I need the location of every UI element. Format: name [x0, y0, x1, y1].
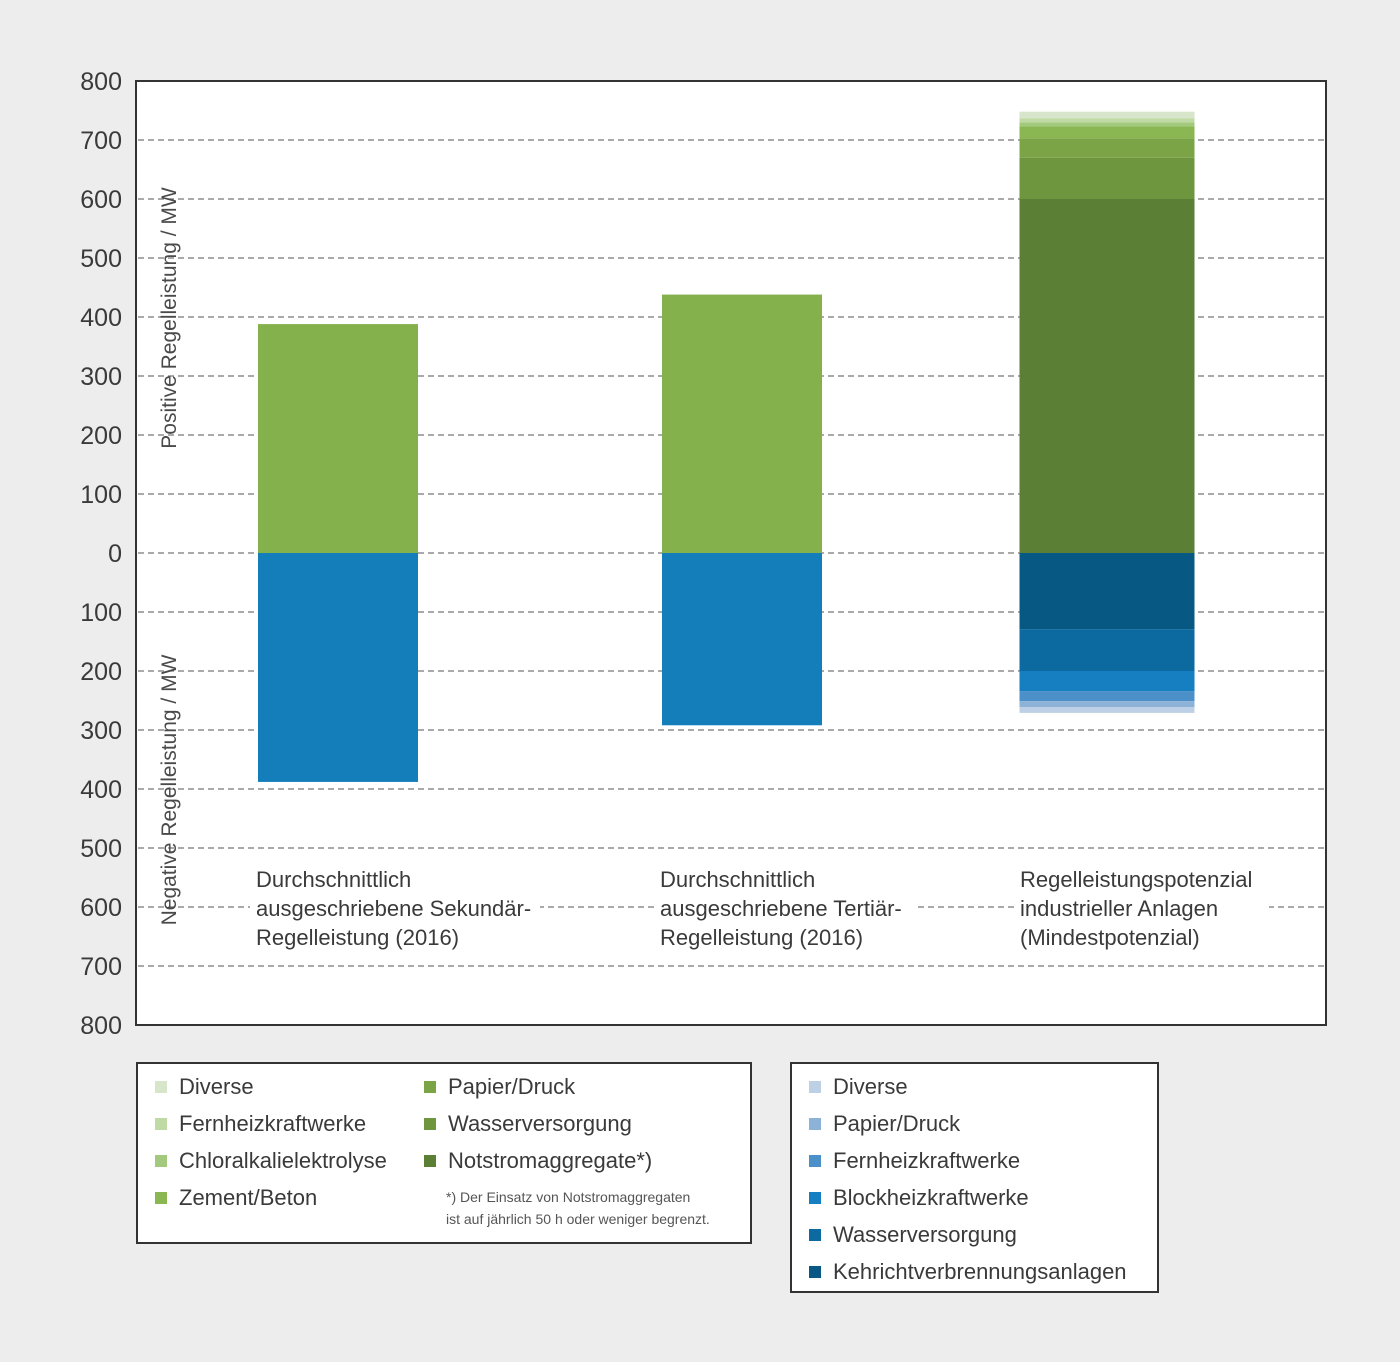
legend-label: Wasserversorgung [833, 1222, 1017, 1247]
category-label-line: industrieller Anlagen [1020, 896, 1218, 921]
bar-segment-positive [1019, 111, 1195, 119]
category-label-line: (Mindestpotenzial) [1020, 925, 1200, 950]
y-tick-label: 700 [80, 127, 122, 155]
legend-positive: Diverse Fernheizkraftwerke Chloralkalielek… [136, 1062, 752, 1244]
legend-swatch [424, 1081, 436, 1093]
legend-item-negative: Diverse [809, 1074, 908, 1100]
bar-segment-negative [662, 553, 822, 726]
bar-segment-negative [1019, 706, 1195, 713]
y-tick-label: 600 [80, 186, 122, 214]
legend-negative: Diverse Papier/Druck Fernheizkraftwerke Blo… [790, 1062, 1159, 1293]
legend-item-positive: Notstromaggregate*) [424, 1148, 652, 1174]
category-label-line: Durchschnittlich [256, 867, 411, 892]
legend-swatch [155, 1192, 167, 1204]
legend-item-negative: Wasserversorgung [809, 1222, 1017, 1248]
legend-footnote-line-2: ist auf jährlich 50 h oder weniger begre… [446, 1211, 710, 1227]
legend-swatch [809, 1118, 821, 1130]
legend-item-positive: Fernheizkraftwerke [155, 1111, 366, 1137]
y-tick-label: 200 [80, 422, 122, 450]
y-tick-label: 600 [80, 894, 122, 922]
y-tick-label: 700 [80, 953, 122, 981]
legend-swatch [424, 1155, 436, 1167]
legend-swatch [809, 1192, 821, 1204]
legend-item-positive: Papier/Druck [424, 1074, 575, 1100]
legend-label: Wasserversorgung [448, 1111, 632, 1136]
legend-swatch [424, 1118, 436, 1130]
legend-label: Diverse [179, 1074, 254, 1099]
category-label-line: Regelleistung (2016) [660, 925, 863, 950]
category-label-background [250, 862, 540, 954]
legend-swatch [155, 1118, 167, 1130]
legend-swatch [155, 1155, 167, 1167]
bar-segment-positive [1019, 138, 1195, 158]
category-label-background [1014, 862, 1269, 954]
legend-item-positive: Wasserversorgung [424, 1111, 632, 1137]
bar-segment-positive [258, 324, 418, 553]
legend-label: Kehrichtverbrennungsanlagen [833, 1259, 1127, 1284]
y-tick-label: 100 [80, 481, 122, 509]
legend-label: Blockheizkraftwerke [833, 1185, 1029, 1210]
bar-segment-positive [1019, 122, 1195, 127]
legend-swatch [809, 1229, 821, 1241]
legend-swatch [809, 1266, 821, 1278]
legend-item-negative: Papier/Druck [809, 1111, 960, 1137]
y-tick-label: 500 [80, 835, 122, 863]
legend-item-positive: Diverse [155, 1074, 254, 1100]
legend-swatch [809, 1081, 821, 1093]
y-tick-label: 500 [80, 245, 122, 273]
category-label-line: ausgeschriebene Tertiär- [660, 896, 902, 921]
legend-label: Papier/Druck [448, 1074, 576, 1099]
y-tick-label: 800 [80, 68, 122, 96]
legend-label: Zement/Beton [179, 1185, 318, 1210]
legend-label: Chloralkalielektrolyse [179, 1148, 387, 1173]
legend-swatch [809, 1155, 821, 1167]
bar-segment-negative [1019, 671, 1195, 692]
legend-footnote-line-1: *) Der Einsatz von Notstromaggregaten [446, 1189, 691, 1205]
legend-item-negative: Fernheizkraftwerke [809, 1148, 1020, 1174]
bar-segment-negative [1019, 691, 1195, 702]
bar-segment-positive [1019, 157, 1195, 199]
bar-segment-positive [1019, 126, 1195, 139]
legend-item-positive: Chloralkalielektrolyse [155, 1148, 387, 1174]
bar-segment-positive [662, 294, 822, 553]
bar-segment-negative [1019, 629, 1195, 671]
y-tick-label: 0 [108, 540, 122, 568]
category-label-line: Durchschnittlich [660, 867, 815, 892]
legend-item-negative: Blockheizkraftwerke [809, 1185, 1029, 1211]
y-tick-label: 200 [80, 658, 122, 686]
category-label-line: Regelleistung (2016) [256, 925, 459, 950]
legend-label: Fernheizkraftwerke [833, 1148, 1021, 1173]
bar-segment-negative [1019, 701, 1195, 707]
legend-item-positive: Zement/Beton [155, 1185, 317, 1211]
category-label-line: ausgeschriebene Sekundär- [256, 896, 531, 921]
y-axis-title-negative: Negative Regelleistung / MW [158, 654, 181, 925]
bar-segment-negative [1019, 553, 1195, 630]
legend-label: Fernheizkraftwerke [179, 1111, 367, 1136]
bar-segment-negative [258, 553, 418, 782]
bar-segment-positive [1019, 199, 1195, 553]
bar-segment-positive [1019, 118, 1195, 123]
y-tick-label: 300 [80, 363, 122, 391]
y-tick-label: 300 [80, 717, 122, 745]
y-tick-label: 800 [80, 1012, 122, 1040]
legend-item-negative: Kehrichtverbrennungsanlagen [809, 1259, 1127, 1285]
category-label-line: Regelleistungspotenzial [1020, 867, 1252, 892]
y-tick-label: 400 [80, 776, 122, 804]
legend-swatch [155, 1081, 167, 1093]
category-label-background [654, 862, 916, 954]
y-axis-title-positive: Positive Regelleistung / MW [158, 187, 181, 449]
y-tick-label: 100 [80, 599, 122, 627]
y-tick-label: 400 [80, 304, 122, 332]
legend-label: Notstromaggregate*) [448, 1148, 653, 1173]
legend-label: Papier/Druck [833, 1111, 961, 1136]
chart: 800 700 600 500 400 300 200 100 0 100 200 300 400 500… [80, 68, 1327, 1040]
legend-label: Diverse [833, 1074, 908, 1099]
